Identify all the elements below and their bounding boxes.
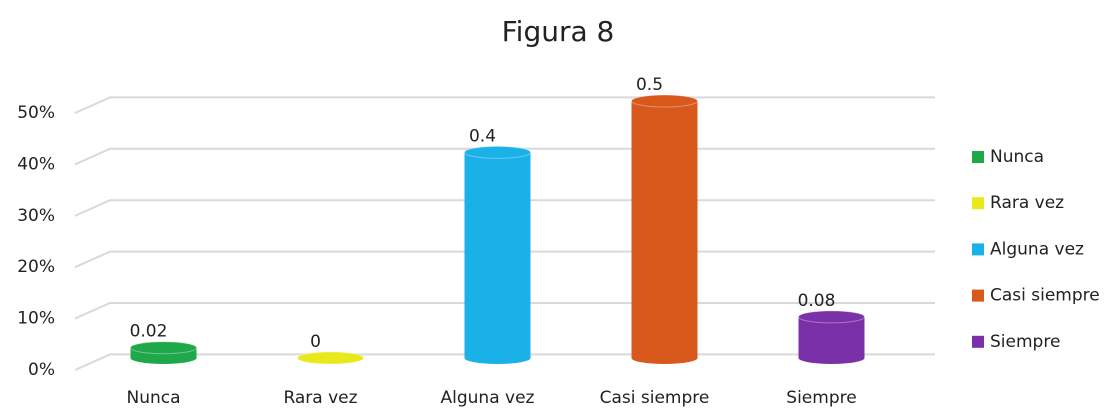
bar (464, 152, 531, 358)
bar (631, 101, 698, 358)
x-tick-label: Siempre (786, 388, 856, 408)
data-label: 0.08 (798, 291, 836, 311)
data-label: 0 (310, 332, 321, 352)
grid-line (74, 96, 935, 114)
x-tick-label: Casi siempre (600, 388, 710, 408)
data-label: 0.4 (469, 126, 496, 146)
y-tick-label: 10% (17, 309, 55, 329)
bar (798, 316, 865, 358)
y-tick-label: 30% (17, 206, 55, 226)
data-label: 0.02 (130, 322, 168, 342)
legend-swatch (972, 335, 984, 348)
legend-label: Casi siempre (990, 286, 1100, 306)
bar-top (464, 145, 531, 159)
legend-swatch (972, 243, 984, 256)
bar-top (631, 94, 698, 108)
legend-label: Nunca (990, 147, 1044, 167)
bar-top (297, 351, 364, 365)
x-tick-label: Rara vez (283, 388, 357, 408)
x-tick-label: Alguna vez (441, 388, 535, 408)
y-tick-label: 40% (17, 154, 55, 174)
y-tick-label: 0% (28, 360, 55, 380)
bar-top (798, 310, 865, 324)
legend-label: Siempre (990, 332, 1060, 352)
data-label: 0.5 (636, 75, 663, 95)
legend-label: Alguna vez (990, 239, 1084, 259)
y-tick-label: 50% (17, 103, 55, 123)
x-tick-label: Nunca (126, 388, 180, 408)
y-tick-label: 20% (17, 257, 55, 277)
legend-swatch (972, 151, 984, 163)
legend-swatch (972, 197, 984, 210)
legend-label: Rara vez (990, 193, 1064, 213)
bar-top (130, 341, 197, 355)
chart-title: Figura 8 (502, 15, 615, 48)
legend-swatch (972, 289, 984, 302)
